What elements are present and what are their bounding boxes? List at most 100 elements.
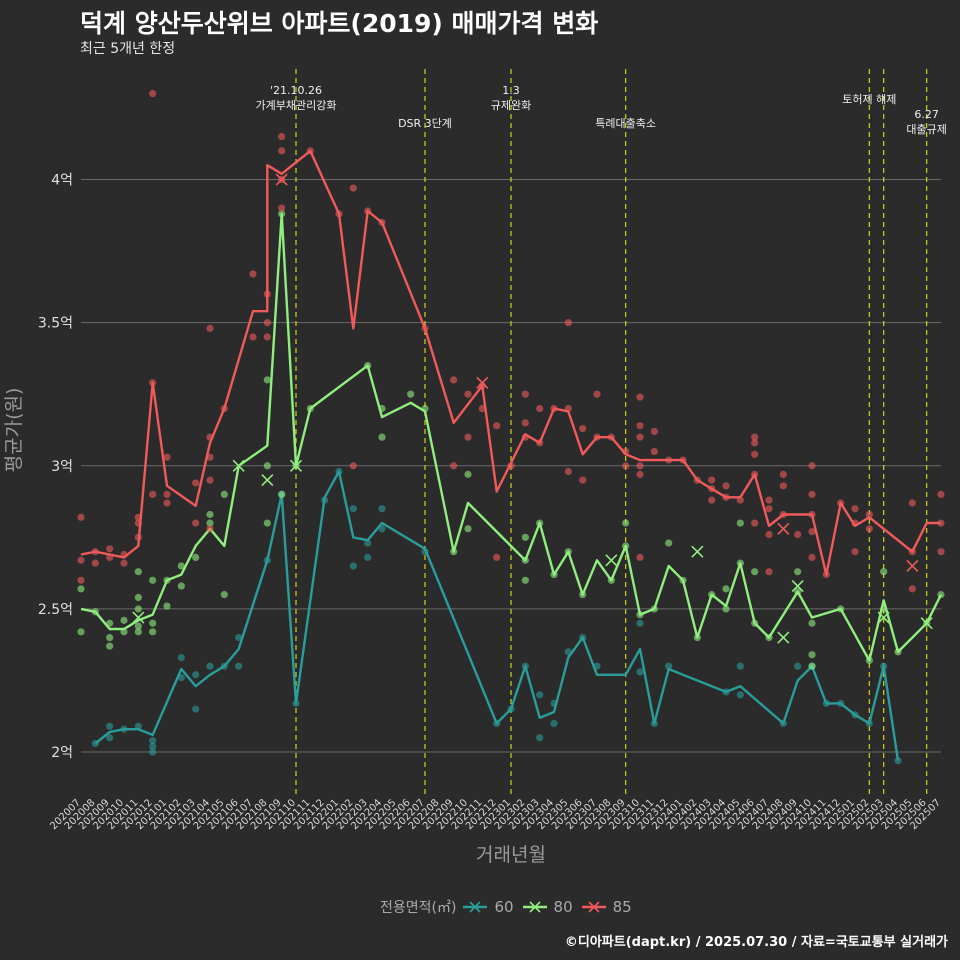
data-point	[220, 591, 228, 599]
data-point	[149, 737, 157, 745]
data-point	[235, 633, 243, 642]
data-point	[765, 496, 773, 504]
legend: 전용면적(㎡) 60 80 85	[380, 897, 640, 917]
legend-key-icon	[581, 901, 606, 913]
data-point	[134, 622, 142, 630]
data-point	[134, 628, 142, 636]
x-marker	[132, 611, 145, 624]
data-point	[464, 433, 472, 441]
series-line	[80, 212, 943, 662]
data-point	[808, 490, 816, 499]
data-point	[364, 539, 372, 547]
data-point	[736, 691, 744, 699]
data-point	[736, 662, 744, 670]
data-point	[564, 467, 572, 476]
data-point	[278, 147, 286, 155]
data-point	[149, 748, 157, 756]
data-point	[536, 691, 544, 699]
data-point	[450, 462, 458, 470]
data-point	[77, 628, 85, 636]
data-point	[636, 393, 644, 401]
data-point	[349, 184, 357, 192]
x-marker	[232, 459, 245, 472]
data-point	[106, 642, 114, 650]
data-point	[937, 548, 945, 556]
data-point	[106, 633, 114, 642]
data-point	[464, 470, 472, 478]
data-point	[536, 404, 544, 413]
data-point	[278, 490, 286, 499]
data-point	[177, 562, 185, 570]
data-point	[263, 462, 271, 470]
data-point	[665, 662, 673, 670]
data-point	[593, 390, 601, 398]
data-point	[77, 556, 85, 564]
data-point	[908, 585, 916, 593]
data-point	[249, 270, 257, 278]
data-point	[106, 722, 114, 730]
data-point	[493, 422, 501, 430]
data-point	[865, 510, 873, 519]
data-point	[77, 576, 85, 584]
legend-items: 60 80 85	[462, 898, 639, 916]
chart-caption: ©디아파트(dapt.kr) / 2025.07.30 / 자료=국토교통부 실…	[564, 935, 948, 950]
x-marker	[476, 376, 489, 389]
data-point	[808, 553, 816, 561]
data-point	[235, 662, 243, 670]
x-marker	[289, 459, 303, 472]
data-point	[865, 525, 873, 533]
data-point	[464, 390, 472, 398]
data-point	[564, 319, 572, 327]
data-point	[751, 519, 759, 527]
event-label: 1.3	[502, 84, 520, 97]
x-marker	[275, 173, 288, 186]
data-point	[378, 505, 386, 513]
data-point	[163, 490, 171, 499]
data-point	[220, 490, 228, 499]
x-marker	[261, 474, 274, 487]
data-point	[163, 499, 171, 507]
data-point	[149, 742, 157, 750]
data-point	[177, 653, 185, 662]
data-point	[880, 568, 888, 576]
data-point	[450, 376, 458, 384]
data-point	[536, 734, 544, 742]
data-point	[149, 619, 157, 627]
data-point	[636, 470, 644, 478]
data-point	[708, 476, 716, 484]
legend-title: 전용면적(㎡)	[380, 900, 457, 916]
data-point	[106, 545, 114, 553]
data-point	[751, 450, 759, 458]
data-point	[521, 576, 529, 584]
data-point	[192, 519, 200, 527]
data-point	[134, 605, 142, 613]
legend-label: 60	[494, 898, 514, 916]
data-point	[937, 490, 945, 499]
data-point	[177, 582, 185, 590]
data-point	[120, 616, 128, 624]
data-point	[808, 651, 816, 659]
data-point	[77, 513, 85, 521]
data-point	[794, 530, 802, 539]
data-point	[192, 705, 200, 713]
data-point	[708, 496, 716, 504]
data-point	[808, 528, 816, 536]
data-point	[278, 204, 286, 212]
data-point	[149, 576, 157, 584]
data-point	[650, 447, 658, 456]
data-point	[206, 525, 214, 533]
data-point	[192, 671, 200, 679]
data-point	[77, 585, 85, 593]
event-label: 6.27	[914, 108, 939, 121]
data-point	[134, 568, 142, 576]
x-axis-label: 거래년월	[476, 844, 546, 866]
data-point	[579, 424, 587, 433]
legend-item: 60	[462, 898, 514, 916]
chart-title: 덕계 양산두산위브 아파트(2019) 매매가격 변화	[80, 9, 599, 38]
data-point	[364, 553, 372, 561]
legend-item: 85	[581, 898, 632, 916]
data-point	[407, 390, 415, 398]
data-point	[206, 476, 214, 484]
data-point	[736, 519, 744, 527]
data-point	[650, 427, 658, 436]
